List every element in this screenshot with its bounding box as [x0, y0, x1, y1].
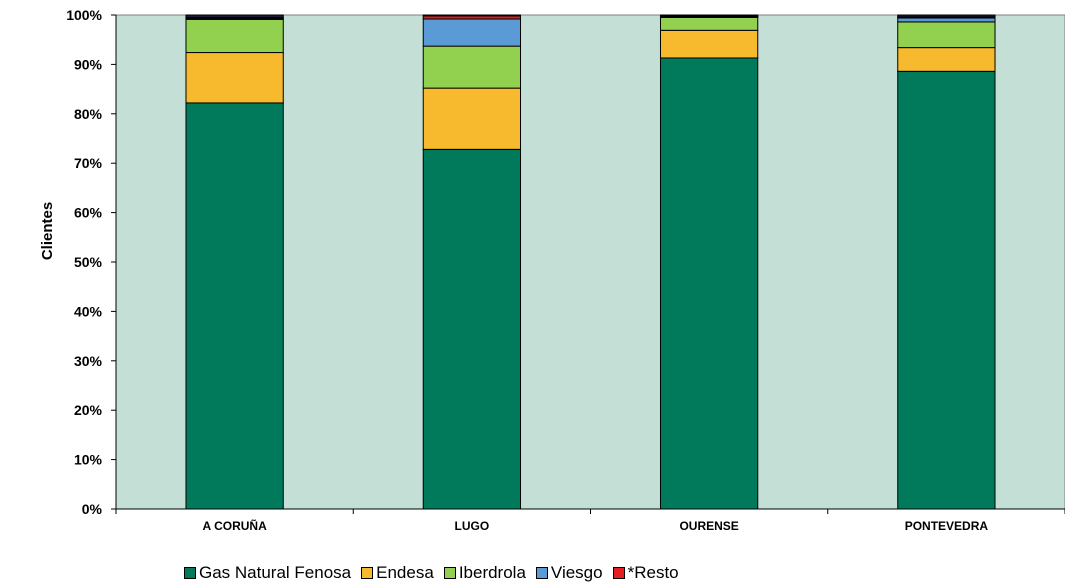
bar-segment — [659, 16, 759, 31]
bar-segment — [659, 57, 759, 510]
legend: Gas Natural Fenosa Endesa Iberdrola Viesgo *… — [184, 563, 689, 583]
x-tick-label: LUGO — [455, 519, 490, 533]
bar-segment — [185, 18, 284, 54]
bar-segment — [422, 148, 522, 510]
bar-segment — [185, 14, 284, 18]
y-tick-label: 0% — [82, 501, 103, 517]
legend-item: Gas Natural Fenosa — [184, 563, 351, 583]
y-tick-label: 30% — [74, 353, 103, 369]
legend-swatch — [361, 567, 374, 579]
y-tick-label: 50% — [74, 254, 103, 270]
y-tick-label: 90% — [74, 56, 103, 72]
bar-segment — [422, 87, 522, 150]
legend-label: Gas Natural Fenosa — [199, 563, 352, 582]
y-tick-label: 60% — [74, 205, 103, 221]
bar-segment — [659, 29, 759, 59]
y-tick-label: 40% — [74, 303, 103, 319]
x-tick-label: A CORUÑA — [203, 518, 268, 533]
bar-segment — [897, 14, 996, 18]
bar-segment — [897, 17, 996, 23]
legend-label: *Resto — [627, 563, 679, 582]
y-tick-label: 70% — [74, 155, 103, 171]
bar-segment — [659, 14, 759, 17]
legend-swatch — [443, 567, 456, 579]
legend-item: Viesgo — [535, 563, 603, 583]
y-tick-label: 80% — [74, 106, 103, 122]
bar-segment — [185, 102, 284, 510]
legend-swatch — [612, 567, 625, 579]
bar-segment — [422, 14, 522, 17]
bars-group — [185, 14, 996, 510]
y-tick-label: 20% — [74, 402, 103, 418]
bar-segment — [185, 52, 284, 104]
legend-swatch — [535, 567, 548, 579]
legend-item: Endesa — [361, 563, 434, 583]
legend-item: *Resto — [612, 563, 679, 583]
legend-item: Iberdrola — [443, 563, 526, 583]
bar-segment — [422, 18, 522, 47]
y-axis-label: Clientes — [39, 202, 56, 260]
bar-segment — [422, 45, 522, 89]
x-tick-label: OURENSE — [679, 519, 738, 533]
x-tick-label: PONTEVEDRA — [905, 519, 989, 533]
bar-segment — [897, 70, 996, 510]
y-tick-label: 10% — [74, 452, 103, 468]
bar-segment — [897, 47, 996, 72]
y-tick-label: 100% — [66, 7, 102, 23]
axes-group: 0% 10% 20% 30% 40% 50% 60% 70% 80% 90% 100% A CORUÑ… — [66, 7, 1065, 533]
legend-swatch — [184, 567, 196, 579]
legend-label: Endesa — [376, 563, 434, 582]
legend-label: Viesgo — [550, 563, 603, 582]
legend-label: Iberdrola — [458, 563, 526, 582]
bar-segment — [897, 21, 996, 49]
